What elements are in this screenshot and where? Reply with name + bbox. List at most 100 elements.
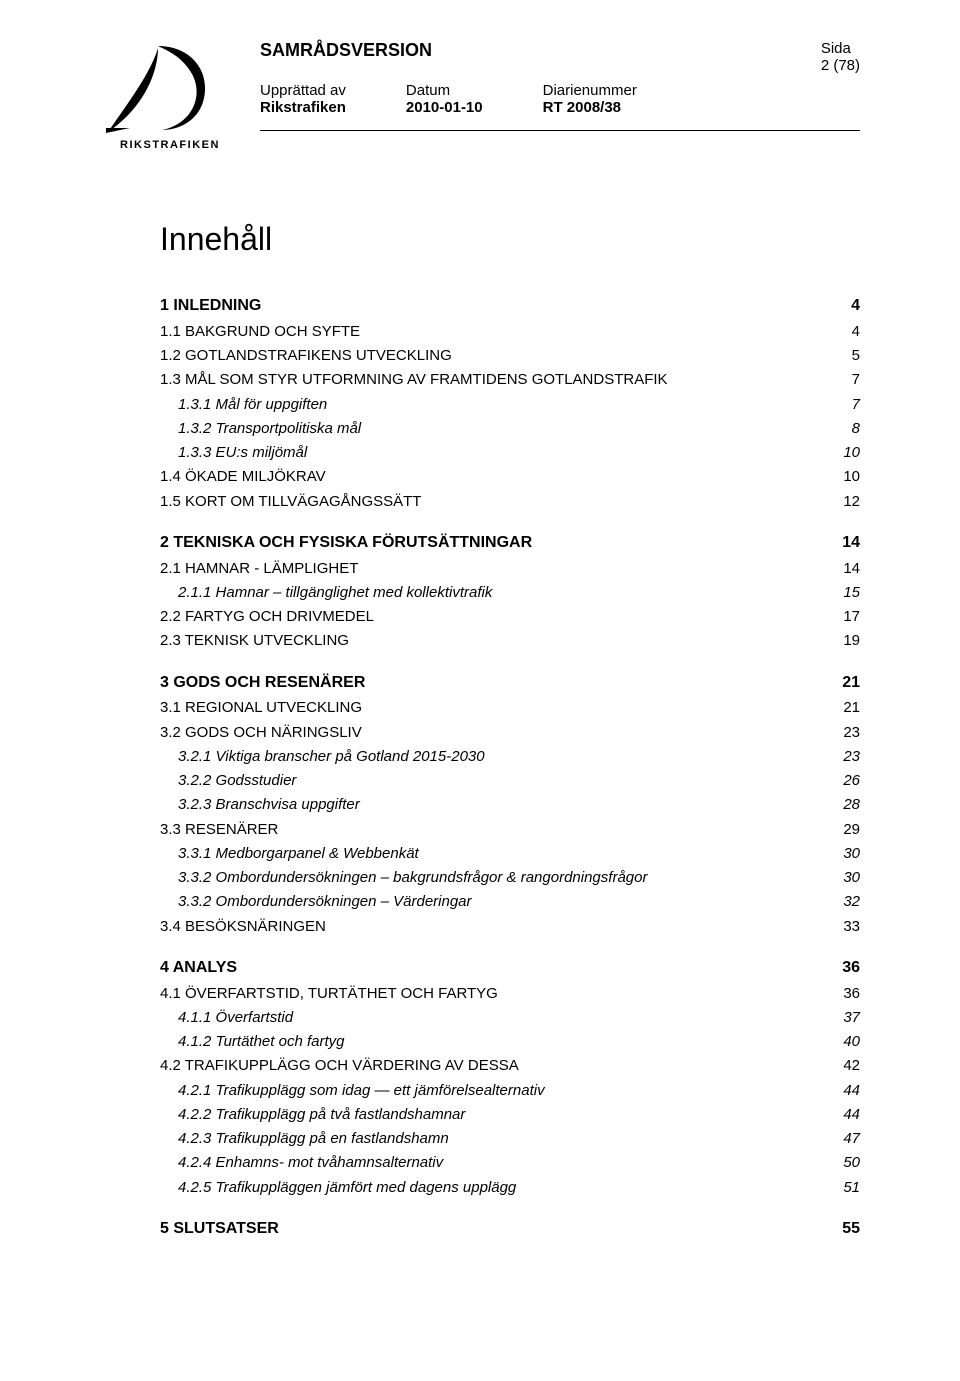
toc-entry-label: 4.1.2 Turtäthet och fartyg bbox=[178, 1030, 344, 1053]
toc-entry-page: 44 bbox=[843, 1079, 860, 1102]
toc-entry-page: 28 bbox=[843, 793, 860, 816]
toc-entry[interactable]: 1.5 KORT OM TILLVÄGAGÅNGSSÄTT12 bbox=[160, 490, 860, 513]
toc-entry[interactable]: 3.2 GODS OCH NÄRINGSLIV 23 bbox=[160, 721, 860, 744]
logo-text: RIKSTRAFIKEN bbox=[100, 139, 240, 151]
toc-entry[interactable]: 4.1.1 Överfartstid 37 bbox=[160, 1006, 860, 1029]
toc-entry-page: 55 bbox=[842, 1217, 860, 1242]
toc-entry[interactable]: 4.1.2 Turtäthet och fartyg40 bbox=[160, 1030, 860, 1053]
toc-entry-page: 4 bbox=[851, 294, 860, 319]
toc-entry[interactable]: 2.1 HAMNAR - LÄMPLIGHET 14 bbox=[160, 557, 860, 580]
toc-entry[interactable]: 1.2 GOTLANDSTRAFIKENS UTVECKLING 5 bbox=[160, 344, 860, 367]
toc-entry-label: 1.3.2 Transportpolitiska mål bbox=[178, 417, 361, 440]
toc-entry-label: 1.4 ÖKADE MILJÖKRAV bbox=[160, 465, 326, 488]
toc-entry[interactable]: 1.3.1 Mål för uppgiften7 bbox=[160, 393, 860, 416]
toc-entry-label: 3.4 BESÖKSNÄRINGEN bbox=[160, 915, 326, 938]
toc-entry[interactable]: 4.2 TRAFIKUPPLÄGG OCH VÄRDERING AV DESSA… bbox=[160, 1054, 860, 1077]
toc-entry-page: 37 bbox=[843, 1006, 860, 1029]
toc-entry-page: 47 bbox=[843, 1127, 860, 1150]
toc-entry[interactable]: 3.2.2 Godsstudier 26 bbox=[160, 769, 860, 792]
toc-entry-label: 3.2 GODS OCH NÄRINGSLIV bbox=[160, 721, 362, 744]
toc-entry-label: 2.3 TEKNISK UTVECKLING bbox=[160, 629, 349, 652]
toc-entry-page: 8 bbox=[852, 417, 860, 440]
toc-entry[interactable]: 2.3 TEKNISK UTVECKLING 19 bbox=[160, 629, 860, 652]
version-label: SAMRÅDSVERSION bbox=[260, 40, 432, 74]
toc-entry-label: 3.2.3 Branschvisa uppgifter bbox=[178, 793, 360, 816]
toc-entry[interactable]: 2 TEKNISKA OCH FYSISKA FÖRUTSÄTTNINGAR14 bbox=[160, 531, 860, 556]
toc-entry-page: 26 bbox=[843, 769, 860, 792]
toc-entry[interactable]: 3.3.2 Ombordundersökningen – Värderingar… bbox=[160, 890, 860, 913]
content: Innehåll 1 INLEDNING41.1 BAKGRUND OCH SY… bbox=[160, 221, 860, 1242]
toc-entry[interactable]: 3.1 REGIONAL UTVECKLING21 bbox=[160, 696, 860, 719]
toc-entry[interactable]: 1.3 MÅL SOM STYR UTFORMNING AV FRAMTIDEN… bbox=[160, 368, 860, 391]
toc-entry[interactable]: 1.3.3 EU:s miljömål10 bbox=[160, 441, 860, 464]
toc-entry[interactable]: 3.4 BESÖKSNÄRINGEN 33 bbox=[160, 915, 860, 938]
toc-entry-page: 33 bbox=[843, 915, 860, 938]
toc-entry[interactable]: 2.1.1 Hamnar – tillgänglighet med kollek… bbox=[160, 581, 860, 604]
toc-entry-page: 15 bbox=[843, 581, 860, 604]
toc-entry[interactable]: 1.1 BAKGRUND OCH SYFTE 4 bbox=[160, 320, 860, 343]
toc-entry-label: 3.2.2 Godsstudier bbox=[178, 769, 296, 792]
toc-entry-label: 4.1 ÖVERFARTSTID, TURTÄTHET OCH FARTYG bbox=[160, 982, 498, 1005]
toc-entry-page: 23 bbox=[843, 745, 860, 768]
meta-col3-value: RT 2008/38 bbox=[543, 99, 637, 116]
toc-entry-page: 30 bbox=[843, 842, 860, 865]
toc-entry-page: 50 bbox=[843, 1151, 860, 1174]
toc-entry-label: 3.3.2 Ombordundersökningen – Värderingar bbox=[178, 890, 472, 913]
toc-entry-page: 5 bbox=[852, 344, 860, 367]
toc-entry-label: 1.1 BAKGRUND OCH SYFTE bbox=[160, 320, 360, 343]
toc-entry-label: 2.1 HAMNAR - LÄMPLIGHET bbox=[160, 557, 358, 580]
toc-entry[interactable]: 4.1 ÖVERFARTSTID, TURTÄTHET OCH FARTYG 36 bbox=[160, 982, 860, 1005]
toc-entry-label: 4.2.2 Trafikupplägg på två fastlandshamn… bbox=[178, 1103, 465, 1126]
logo: RIKSTRAFIKEN bbox=[100, 40, 240, 151]
toc-entry[interactable]: 4.2.1 Trafikupplägg som idag — ett jämfö… bbox=[160, 1079, 860, 1102]
toc-entry-page: 10 bbox=[843, 465, 860, 488]
toc-entry[interactable]: 4.2.2 Trafikupplägg på två fastlandshamn… bbox=[160, 1103, 860, 1126]
toc-entry[interactable]: 2.2 FARTYG OCH DRIVMEDEL17 bbox=[160, 605, 860, 628]
toc-entry-page: 51 bbox=[843, 1176, 860, 1199]
toc-entry[interactable]: 1 INLEDNING 4 bbox=[160, 294, 860, 319]
toc-entry-page: 17 bbox=[843, 605, 860, 628]
toc-entry[interactable]: 3.2.1 Viktiga branscher på Gotland 2015-… bbox=[160, 745, 860, 768]
toc-entry-page: 19 bbox=[843, 629, 860, 652]
toc-entry[interactable]: 1.3.2 Transportpolitiska mål 8 bbox=[160, 417, 860, 440]
toc-entry[interactable]: 4.2.3 Trafikupplägg på en fastlandshamn 4… bbox=[160, 1127, 860, 1150]
sida-label: Sida bbox=[821, 40, 860, 57]
toc-entry[interactable]: 3.2.3 Branschvisa uppgifter 28 bbox=[160, 793, 860, 816]
toc-entry-page: 21 bbox=[842, 671, 860, 696]
toc-entry-page: 14 bbox=[843, 557, 860, 580]
toc-entry-page: 32 bbox=[843, 890, 860, 913]
toc-entry[interactable]: 4 ANALYS36 bbox=[160, 956, 860, 981]
toc-entry-label: 4.2.5 Trafikuppläggen jämfört med dagens… bbox=[178, 1176, 516, 1199]
toc-entry[interactable]: 4.2.4 Enhamns- mot tvåhamnsalternativ50 bbox=[160, 1151, 860, 1174]
toc-entry-label: 4.2.3 Trafikupplägg på en fastlandshamn bbox=[178, 1127, 449, 1150]
toc-entry-label: 3.2.1 Viktiga branscher på Gotland 2015-… bbox=[178, 745, 485, 768]
toc-entry[interactable]: 4.2.5 Trafikuppläggen jämfört med dagens… bbox=[160, 1176, 860, 1199]
toc-entry[interactable]: 3.3.1 Medborgarpanel & Webbenkät 30 bbox=[160, 842, 860, 865]
toc-entry-page: 23 bbox=[843, 721, 860, 744]
toc-entry[interactable]: 3.3.2 Ombordundersökningen – bakgrundsfr… bbox=[160, 866, 860, 889]
toc-entry-page: 7 bbox=[852, 368, 860, 391]
toc-entry-label: 4 ANALYS bbox=[160, 956, 237, 981]
toc-entry-label: 4.1.1 Överfartstid bbox=[178, 1006, 293, 1029]
toc-entry-page: 4 bbox=[852, 320, 860, 343]
toc-entry[interactable]: 1.4 ÖKADE MILJÖKRAV 10 bbox=[160, 465, 860, 488]
meta-col2-value: 2010-01-10 bbox=[406, 99, 483, 116]
meta-col3-label: Diarienummer bbox=[543, 82, 637, 99]
toc-entry-label: 1 INLEDNING bbox=[160, 294, 261, 319]
toc-entry-page: 10 bbox=[843, 441, 860, 464]
toc-entry-label: 4.2.1 Trafikupplägg som idag — ett jämfö… bbox=[178, 1079, 545, 1102]
sida-value: 2 (78) bbox=[821, 57, 860, 74]
rikstrafiken-logo-icon bbox=[100, 40, 220, 135]
toc-entry-label: 3.3.2 Ombordundersökningen – bakgrundsfr… bbox=[178, 866, 647, 889]
toc-entry-label: 1.2 GOTLANDSTRAFIKENS UTVECKLING bbox=[160, 344, 452, 367]
meta-col1-label: Upprättad av bbox=[260, 82, 346, 99]
toc-entry-label: 2 TEKNISKA OCH FYSISKA FÖRUTSÄTTNINGAR bbox=[160, 531, 532, 556]
toc-entry-label: 3.3.1 Medborgarpanel & Webbenkät bbox=[178, 842, 419, 865]
toc-entry-page: 36 bbox=[843, 982, 860, 1005]
toc-entry-page: 29 bbox=[843, 818, 860, 841]
toc-entry-label: 1.3.1 Mål för uppgiften bbox=[178, 393, 327, 416]
page-header: RIKSTRAFIKEN SAMRÅDSVERSION Sida 2 (78) … bbox=[100, 40, 860, 151]
toc-entry[interactable]: 5 SLUTSATSER55 bbox=[160, 1217, 860, 1242]
toc-entry[interactable]: 3.3 RESENÄRER29 bbox=[160, 818, 860, 841]
toc-entry[interactable]: 3 GODS OCH RESENÄRER21 bbox=[160, 671, 860, 696]
